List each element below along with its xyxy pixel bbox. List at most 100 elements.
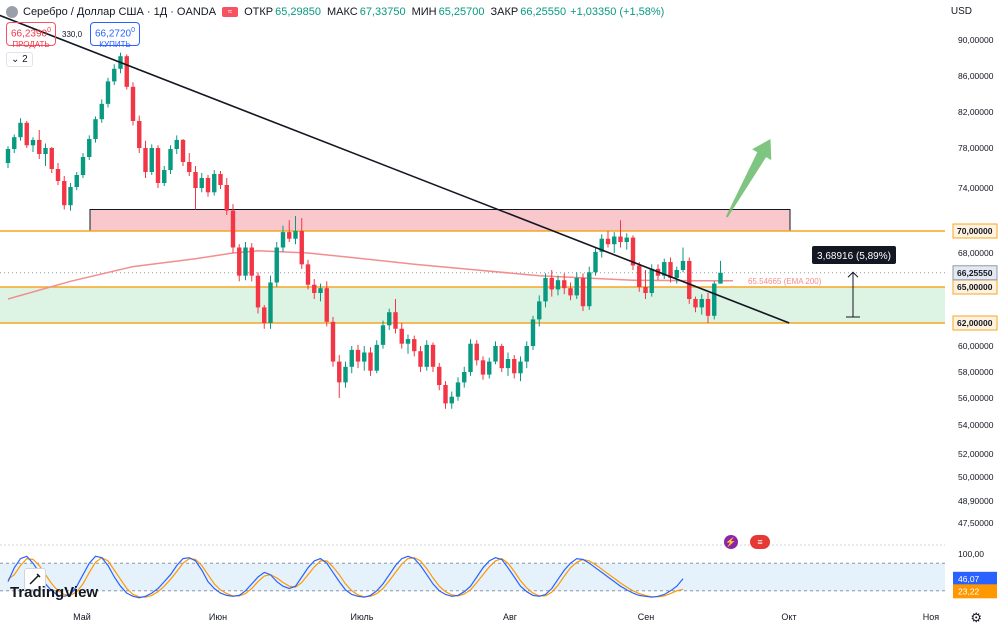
- candle-87: [549, 277, 554, 290]
- candle-76: [480, 360, 486, 375]
- candle-103: [649, 268, 654, 293]
- candle-32: [205, 178, 211, 193]
- candle-22: [143, 148, 148, 172]
- current-price-badge: [952, 265, 998, 281]
- price-tick-11: 56,00000: [958, 393, 994, 403]
- candle-48: [305, 264, 311, 285]
- current-price-text: 66,25550: [957, 268, 993, 278]
- candle-66: [418, 351, 423, 367]
- currency-selector[interactable]: USD: [950, 6, 972, 17]
- time-tick-5: Окт: [781, 612, 796, 622]
- price-tick-10: 58,00000: [958, 367, 994, 377]
- candle-53: [337, 361, 342, 383]
- candle-19: [124, 56, 129, 87]
- candle-85: [537, 301, 542, 320]
- buy-label: КУПИТЬ: [99, 40, 131, 50]
- time-tick-6: Ноя: [923, 612, 940, 622]
- candle-77: [487, 361, 492, 375]
- candle-52: [330, 321, 336, 362]
- candle-89: [562, 280, 567, 289]
- brush-icon: [29, 573, 41, 585]
- us-flag-icon[interactable]: ≡: [750, 535, 770, 549]
- candle-13: [87, 139, 92, 157]
- gear-icon[interactable]: ⚙: [970, 610, 982, 625]
- candle-69: [437, 366, 442, 385]
- stoch-k-line: [7, 555, 684, 599]
- candle-36: [230, 210, 236, 248]
- time-tick-4: Сен: [638, 612, 655, 622]
- close-value: 66,25550: [520, 6, 567, 18]
- time-tick-1: Июн: [209, 612, 227, 622]
- candle-23: [149, 148, 154, 172]
- stoch-k-badge: [953, 571, 997, 586]
- market-status-icon[interactable]: ≈: [222, 7, 239, 17]
- price-tick-0: 90,00000: [958, 35, 994, 45]
- candle-12: [80, 157, 86, 175]
- drawing-tool-button[interactable]: [24, 568, 46, 590]
- candle-94: [593, 251, 598, 273]
- candle-84: [530, 319, 536, 346]
- candle-54: [343, 366, 348, 383]
- candle-102: [643, 287, 648, 293]
- candle-28: [180, 139, 186, 162]
- candle-90: [568, 288, 573, 296]
- buy-price-sup: 0: [131, 27, 136, 34]
- stoch-d-value: 23,22: [958, 586, 980, 596]
- candle-114: [718, 272, 723, 284]
- candle-2: [18, 122, 23, 138]
- indicators-toggle[interactable]: ⌄ 2: [6, 52, 33, 67]
- price-tick-4: 74,00000: [958, 183, 994, 193]
- candle-47: [299, 231, 304, 265]
- stoch-label-top: 100,00: [958, 549, 984, 559]
- symbol-title[interactable]: Серебро / Доллар США · 1Д · OANDA: [23, 6, 217, 18]
- candle-1: [12, 137, 17, 149]
- spread-value: 330,0: [62, 30, 83, 39]
- price-tick-6: 68,00000: [958, 248, 994, 258]
- high-label: МАКС: [326, 6, 358, 18]
- low-value: 65,25700: [438, 6, 485, 18]
- ema-label: 65.54665 (EMA 200): [748, 277, 822, 286]
- candle-65: [412, 339, 417, 352]
- level-badge-0: [952, 223, 998, 239]
- stoch-band: [0, 563, 945, 591]
- sell-button[interactable]: 66,23900 ПРОДАТЬ: [6, 22, 56, 49]
- candle-113: [712, 283, 717, 316]
- price-tick-12: 54,00000: [958, 420, 994, 430]
- candle-46: [293, 231, 298, 239]
- stoch-d-badge: [953, 584, 997, 599]
- sell-label: ПРОДАТЬ: [12, 40, 50, 50]
- level-badge-text-2: 62,00000: [957, 318, 993, 328]
- measure-badge: [812, 246, 896, 264]
- candle-67: [424, 344, 429, 367]
- symbol-header: Серебро / Доллар США · 1Д · OANDA ≈ ОТКР…: [0, 0, 664, 24]
- time-tick-2: Июль: [351, 612, 374, 622]
- candle-92: [580, 277, 586, 307]
- price-tick-14: 50,00000: [958, 472, 994, 482]
- open-value: 65,29850: [275, 6, 321, 18]
- candle-108: [680, 260, 686, 270]
- candle-73: [462, 372, 467, 383]
- open-label: ОТКР: [244, 6, 274, 18]
- candle-44: [280, 232, 286, 248]
- candle-105: [662, 262, 667, 276]
- candle-5: [37, 139, 42, 154]
- price-tick-1: 86,00000: [958, 71, 994, 81]
- candle-100: [630, 237, 636, 266]
- candle-21: [137, 121, 142, 148]
- buy-price: 66,2720: [94, 28, 132, 40]
- candle-61: [387, 312, 392, 326]
- candle-26: [168, 149, 173, 170]
- candle-71: [449, 396, 454, 404]
- candle-3: [24, 122, 29, 146]
- ema-line: [7, 250, 733, 300]
- buy-button[interactable]: 66,27200 КУПИТЬ: [90, 22, 140, 49]
- lightning-icon[interactable]: ⚡: [724, 535, 738, 549]
- candle-111: [699, 299, 704, 308]
- level-badge-2: [952, 315, 998, 331]
- resistance-zone: [89, 209, 791, 232]
- target-arrow: [725, 139, 772, 218]
- candle-42: [268, 282, 273, 323]
- candle-99: [624, 237, 629, 242]
